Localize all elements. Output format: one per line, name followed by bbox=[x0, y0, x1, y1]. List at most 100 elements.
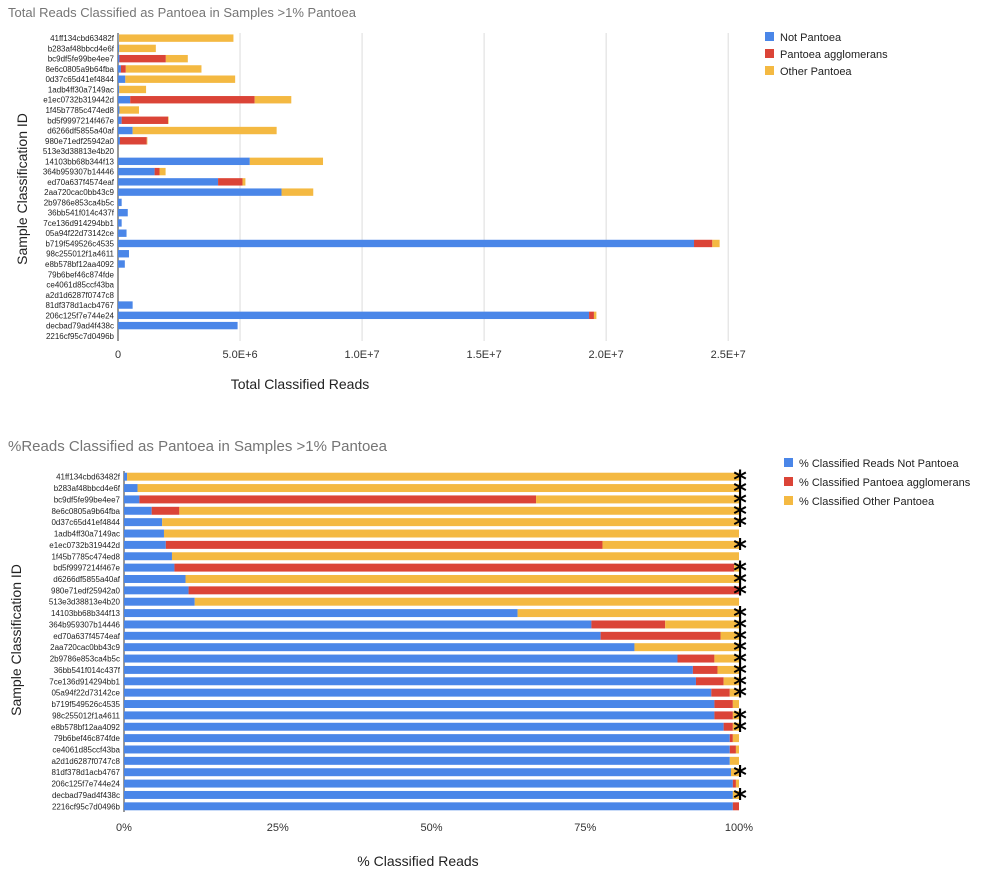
significance-marker-decbad79ad4f438c: * bbox=[733, 784, 747, 814]
bar-not-pantoea-bc9df5fe99be4ee7 bbox=[118, 54, 120, 63]
y-tick-label: 206c125f7e744e24 bbox=[45, 311, 114, 320]
significance-marker-e8b578bf12aa4092: * bbox=[733, 716, 747, 746]
y-tick-label: 8e6c0805a9b64fba bbox=[45, 65, 114, 74]
bar-other-pantoea-bd5f9997214f467e bbox=[168, 116, 169, 124]
bar-classified-pantoea-agglomerans-bc9df5fe99be4ee7 bbox=[139, 495, 537, 504]
bar-classified-reads-not-pantoea-decbad79ad4f438c bbox=[124, 790, 733, 799]
bar-classified-reads-not-pantoea-8e6c0805a9b64fba bbox=[124, 506, 152, 515]
significance-marker-41ff134cbd63482f: * bbox=[733, 466, 747, 496]
bar-not-pantoea-206c125f7e744e24 bbox=[118, 311, 590, 320]
bar-not-pantoea-b283af48bbcd4e6f bbox=[118, 44, 120, 53]
y-tick-label: 98c255012f1a4611 bbox=[46, 250, 114, 259]
y-tick-label: 2aa720cac0bb43c9 bbox=[50, 643, 120, 652]
y-tick-label: 980e71edf25942a0 bbox=[45, 137, 115, 146]
y-tick-label: 980e71edf25942a0 bbox=[51, 586, 121, 595]
bar-classified-other-pantoea-513e3d38813e4b20 bbox=[194, 597, 740, 606]
y-tick-label: 36bb541f014c437f bbox=[54, 666, 121, 675]
y-tick-label: 0d37c65d41ef4844 bbox=[51, 518, 120, 527]
bar-classified-reads-not-pantoea-a2d1d6287f0747c8 bbox=[124, 756, 730, 765]
bar-classified-pantoea-agglomerans-2b9786e853ca4b5c bbox=[677, 654, 715, 663]
legend-label-other-pantoea: Other Pantoea bbox=[780, 66, 852, 78]
bar-classified-reads-not-pantoea-bc9df5fe99be4ee7 bbox=[124, 495, 140, 504]
bar-not-pantoea-2aa720cac0bb43c9 bbox=[118, 188, 282, 196]
y-tick-label: 36bb541f014c437f bbox=[48, 209, 115, 218]
chart1-bars bbox=[117, 33, 720, 341]
y-tick-label: e8b578bf12aa4092 bbox=[45, 260, 115, 269]
y-tick-label: 14103bb68b344f13 bbox=[51, 609, 121, 618]
y-tick-label: 513e3d38813e4b20 bbox=[49, 598, 121, 607]
y-tick-label: 7ce136d914294bb1 bbox=[43, 219, 114, 228]
bar-classified-reads-not-pantoea-ce4061d85ccf43ba bbox=[124, 745, 730, 754]
bar-classified-other-pantoea-ed70a637f4574eaf bbox=[720, 631, 739, 640]
y-tick-label: 8e6c0805a9b64fba bbox=[51, 507, 120, 516]
bar-classified-reads-not-pantoea-b719f549526c4535 bbox=[124, 700, 715, 708]
bar-not-pantoea-05a94f22d73142ce bbox=[118, 229, 127, 237]
y-tick-label: decbad79ad4f438c bbox=[52, 791, 120, 800]
bar-classified-pantoea-agglomerans-ce4061d85ccf43ba bbox=[729, 745, 736, 754]
significance-marker-05a94f22d73142ce: * bbox=[733, 682, 747, 712]
y-tick-label: b719f549526c4535 bbox=[51, 700, 120, 709]
bar-classified-reads-not-pantoea-0d37c65d41ef4844 bbox=[124, 518, 163, 527]
bar-classified-reads-not-pantoea-b283af48bbcd4e6f bbox=[124, 484, 138, 493]
significance-marker-2b9786e853ca4b5c: * bbox=[733, 648, 747, 678]
bar-classified-reads-not-pantoea-2aa720cac0bb43c9 bbox=[124, 643, 635, 652]
bar-not-pantoea-98c255012f1a4611 bbox=[118, 250, 129, 258]
y-tick-label: 2aa720cac0bb43c9 bbox=[44, 188, 114, 197]
y-tick-label: 41ff134cbd63482f bbox=[56, 473, 121, 482]
bar-classified-other-pantoea-81df378d1acb4767 bbox=[731, 768, 739, 777]
significance-marker-2aa720cac0bb43c9: * bbox=[733, 636, 747, 666]
bar-other-pantoea-1f45b7785c474ed8 bbox=[119, 106, 139, 114]
bar-not-pantoea-e1ec0732b319442d bbox=[118, 96, 131, 104]
bar-not-pantoea-0d37c65d41ef4844 bbox=[118, 75, 126, 83]
y-tick-label: bc9df5fe99be4ee7 bbox=[54, 495, 121, 504]
bar-classified-reads-not-pantoea-206c125f7e744e24 bbox=[124, 779, 733, 788]
bar-classified-reads-not-pantoea-81df378d1acb4767 bbox=[124, 768, 732, 777]
bar-classified-pantoea-agglomerans-e1ec0732b319442d bbox=[165, 540, 603, 549]
y-tick-label: 206c125f7e744e24 bbox=[51, 780, 120, 789]
bar-classified-pantoea-agglomerans-e8b578bf12aa4092 bbox=[723, 722, 733, 731]
bar-classified-pantoea-agglomerans-980e71edf25942a0 bbox=[188, 586, 739, 595]
bar-classified-reads-not-pantoea-05a94f22d73142ce bbox=[124, 688, 712, 697]
bar-classified-other-pantoea-d6266df5855a40af bbox=[185, 575, 739, 583]
y-tick-label: 2b9786e853ca4b5c bbox=[44, 198, 114, 207]
bar-classified-reads-not-pantoea-79b6bef46c874fde bbox=[124, 734, 730, 743]
bar-not-pantoea-d6266df5855a40af bbox=[118, 126, 133, 135]
bar-other-pantoea-d6266df5855a40af bbox=[132, 126, 277, 135]
bar-other-pantoea-2aa720cac0bb43c9 bbox=[281, 188, 314, 196]
bar-not-pantoea-14103bb68b344f13 bbox=[118, 157, 250, 166]
y-tick-label: 0d37c65d41ef4844 bbox=[45, 75, 114, 84]
bar-classified-other-pantoea-e1ec0732b319442d bbox=[602, 540, 739, 549]
x-tick-label: 2.0E+7 bbox=[589, 349, 624, 361]
significance-marker-bd5f9997214f467e: * bbox=[733, 557, 747, 587]
bar-other-pantoea-0d37c65d41ef4844 bbox=[125, 75, 236, 83]
bar-not-pantoea-81df378d1acb4767 bbox=[118, 301, 133, 309]
bar-classified-pantoea-agglomerans-206c125f7e744e24 bbox=[732, 779, 736, 788]
bar-classified-pantoea-agglomerans-36bb541f014c437f bbox=[692, 665, 718, 674]
x-tick-label: 0% bbox=[116, 822, 132, 834]
chart2-significance-markers: ********************* bbox=[733, 466, 747, 814]
y-tick-label: 1adb4ff30a7149ac bbox=[54, 530, 120, 539]
bar-classified-reads-not-pantoea-36bb541f014c437f bbox=[124, 665, 693, 674]
bar-classified-reads-not-pantoea-2b9786e853ca4b5c bbox=[124, 654, 678, 663]
legend-swatch-other-pantoea bbox=[765, 66, 774, 75]
bar-classified-reads-not-pantoea-bd5f9997214f467e bbox=[124, 563, 175, 572]
bar-classified-pantoea-agglomerans-7ce136d914294bb1 bbox=[695, 677, 724, 686]
significance-marker-980e71edf25942a0: * bbox=[733, 579, 747, 609]
bar-not-pantoea-1adb4ff30a7149ac bbox=[118, 85, 120, 94]
bar-not-pantoea-b719f549526c4535 bbox=[118, 239, 695, 248]
chart1-gridlines bbox=[239, 33, 729, 341]
bar-classified-other-pantoea-b283af48bbcd4e6f bbox=[137, 484, 739, 493]
chart1-x-axis-label: Total Classified Reads bbox=[231, 376, 370, 392]
bar-pantoea-agglomerans-bc9df5fe99be4ee7 bbox=[119, 54, 166, 63]
y-tick-label: b719f549526c4535 bbox=[45, 239, 114, 248]
y-tick-label: 364b959307b14446 bbox=[43, 168, 115, 177]
chart2-x-tick-labels: 0% 25% 50% 75% 100% bbox=[116, 822, 753, 834]
legend-swatch-classified-pantoea-agglomerans bbox=[784, 477, 793, 486]
bar-pantoea-agglomerans-206c125f7e744e24 bbox=[589, 311, 594, 320]
y-tick-label: a2d1d6287f0747c8 bbox=[45, 291, 114, 300]
bar-classified-reads-not-pantoea-1f45b7785c474ed8 bbox=[124, 552, 172, 561]
bar-not-pantoea-1f45b7785c474ed8 bbox=[118, 106, 120, 114]
bar-classified-other-pantoea-2aa720cac0bb43c9 bbox=[634, 643, 739, 652]
y-tick-label: 2b9786e853ca4b5c bbox=[50, 655, 120, 664]
y-tick-label: 81df378d1acb4767 bbox=[45, 301, 114, 310]
